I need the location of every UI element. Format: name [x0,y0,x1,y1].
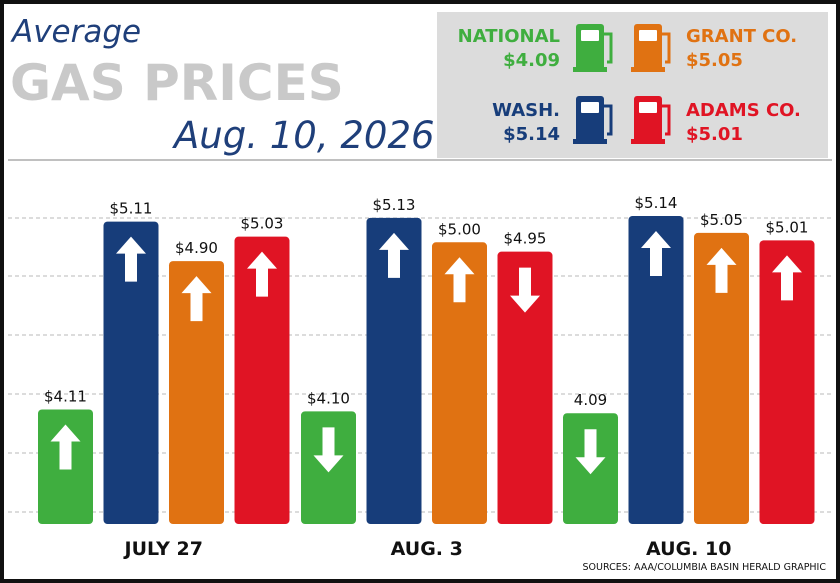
header-date: Aug. 10, 2026 [172,114,435,157]
legend-name: WASH. [492,100,560,121]
legend: NATIONAL $4.09 GRANT CO. $5.05 WASH. $5.14 ADA… [437,12,828,158]
arrow-up-icon [641,231,671,276]
data-label: $5.14 [635,194,678,212]
category-label: JULY 27 [123,538,203,560]
arrow-up-icon [247,251,277,297]
arrow-up-icon [379,232,409,278]
arrow-up-icon [50,424,81,470]
bar [301,411,356,524]
bar [103,221,159,524]
gas-pump-icon [631,96,671,144]
bar [563,413,618,524]
legend-value: $4.09 [503,50,560,71]
bar [366,217,422,524]
legend-name: GRANT CO. [686,26,797,47]
gas-pump-icon [631,24,671,72]
data-label: $4.11 [44,387,87,405]
data-label: $5.01 [766,218,809,236]
arrow-up-icon [706,247,737,293]
bar [432,242,487,525]
page-title: GAS PRICES [10,54,344,112]
data-label: 4.09 [574,391,607,409]
arrow-up-icon [181,276,212,322]
bars [38,216,815,525]
category-label: AUG. 10 [646,538,731,560]
gas-pump-icon [573,24,613,72]
legend-value: $5.14 [503,124,560,145]
bar [497,251,553,524]
arrow-up-icon [772,255,802,301]
data-label: $5.03 [241,215,284,233]
data-label: $5.05 [700,211,743,229]
bar [759,240,815,525]
arrow-up-icon [116,236,146,282]
category-labels: JULY 27 AUG. 3 AUG. 10 [123,538,732,560]
arrow-down-icon [575,429,606,475]
arrow-up-icon [444,257,475,303]
value-labels: $4.11 $5.11 $4.90 $5.03 $4.10 $5.13 $5.00 $4.95… [44,194,808,409]
data-label: $5.00 [438,220,481,238]
legend-box [437,12,828,158]
data-label: $4.10 [307,389,350,407]
legend-value: $5.01 [686,124,743,145]
bar [694,232,749,524]
bar [234,236,290,524]
data-label: $4.95 [504,230,547,248]
data-label: $5.11 [110,200,153,218]
bar [169,261,224,524]
gas-pump-icon [573,96,613,144]
source-credit: SOURCES: AAA/COLUMBIA BASIN HERALD GRAPH… [583,562,827,573]
header-average: Average [10,14,141,50]
bar [628,216,684,524]
legend-name: ADAMS CO. [686,100,801,121]
gas-prices-chart: Average GAS PRICES Aug. 10, 2026 NATIONA… [8,12,832,573]
legend-value: $5.05 [686,50,743,71]
arrow-down-icon [313,427,344,473]
data-label: $4.90 [175,239,218,257]
legend-name: NATIONAL [458,26,560,47]
category-label: AUG. 3 [391,538,463,560]
arrow-down-icon [510,267,540,313]
bar [38,409,93,524]
data-label: $5.13 [373,196,416,214]
